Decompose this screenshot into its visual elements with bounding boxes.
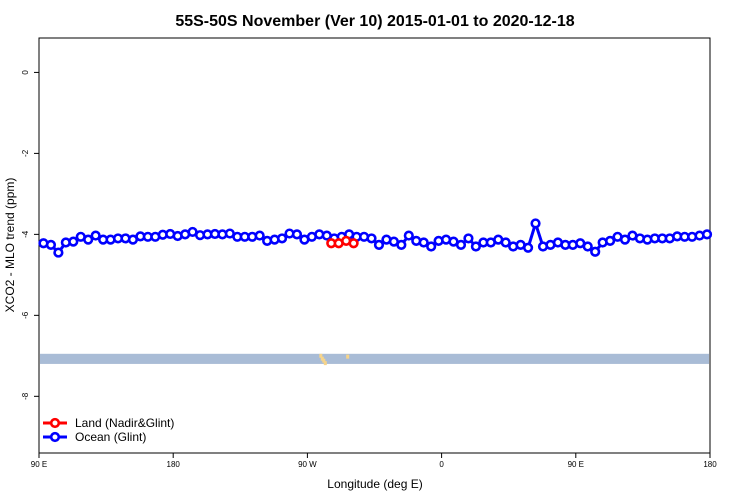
x-tick-label: 90 E: [568, 460, 584, 469]
legend-label-ocean-glint: Ocean (Glint): [75, 430, 146, 444]
x-tick-label: 90 E: [31, 460, 47, 469]
data-point-ocean-glint: [403, 230, 414, 241]
x-tick-label: 90 W: [298, 460, 317, 469]
data-point-ocean-glint: [455, 239, 467, 250]
data-point-ocean-glint: [45, 239, 57, 250]
chart-title: 55S-50S November (Ver 10) 2015-01-01 to …: [175, 13, 574, 30]
y-tick-label: -2: [21, 149, 30, 157]
background-bands: [40, 353, 709, 364]
x-axis: 90 E 180 90 W 0 90 E 180: [31, 453, 717, 469]
data-point-ocean-glint: [366, 233, 377, 244]
y-tick-label: -8: [21, 392, 30, 400]
data-point-ocean-glint: [470, 241, 481, 252]
land-mark: [319, 353, 323, 358]
land-mark: [323, 361, 327, 366]
x-tick-label: 180: [167, 460, 181, 469]
y-axis: 0 -2 -4 -6 -8: [21, 70, 39, 400]
data-point-ocean-glint: [254, 230, 265, 241]
data-point-ocean-glint: [83, 234, 94, 245]
y-tick-label: 0: [21, 70, 30, 75]
data-point-ocean-glint: [90, 230, 101, 241]
data-point-ocean-glint: [582, 241, 593, 252]
y-tick-label: -4: [21, 230, 30, 238]
data-point-ocean-glint: [53, 247, 64, 258]
data-point-ocean-glint: [590, 246, 601, 257]
data-point-ocean-glint: [291, 229, 303, 240]
background-band: [40, 353, 709, 364]
legend: Land (Nadir&Glint)Ocean (Glint): [43, 416, 174, 444]
data-point-ocean-glint: [68, 236, 79, 247]
land-mark: [320, 356, 324, 361]
series-layer: [38, 218, 713, 258]
data-point-ocean-glint: [500, 237, 511, 248]
data-point-ocean-glint: [463, 233, 474, 244]
x-axis-label: Longitude (deg E): [327, 477, 422, 491]
y-tick-label: -6: [21, 311, 30, 319]
x-tick-label: 0: [439, 460, 444, 469]
legend-swatch-marker-land-nadir-glint: [49, 417, 61, 429]
data-point-ocean-glint: [426, 241, 437, 252]
data-point-ocean-glint: [619, 234, 631, 245]
land-mark: [346, 354, 350, 359]
y-axis-label: XCO2 - MLO trend (ppm): [3, 178, 17, 313]
data-point-ocean-glint: [530, 218, 541, 229]
data-point-ocean-glint: [396, 239, 407, 250]
data-point-ocean-glint: [701, 229, 713, 240]
data-point-ocean-glint: [522, 242, 534, 253]
data-point-ocean-glint: [276, 233, 288, 244]
data-point-land-nadir-glint: [348, 238, 359, 249]
land-marks: [319, 353, 350, 366]
legend-label-land-nadir-glint: Land (Nadir&Glint): [75, 416, 174, 430]
data-point-ocean-glint: [418, 237, 429, 248]
data-point-ocean-glint: [373, 239, 385, 250]
data-point-ocean-glint: [604, 235, 616, 246]
legend-swatch-marker-ocean-glint: [49, 431, 61, 443]
land-mark: [322, 358, 326, 363]
x-tick-label: 180: [703, 460, 717, 469]
